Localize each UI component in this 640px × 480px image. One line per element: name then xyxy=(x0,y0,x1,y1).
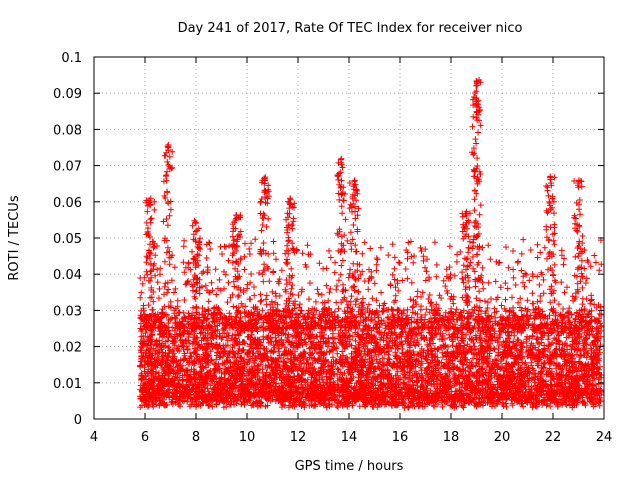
scatter-markers xyxy=(137,77,605,411)
x-tick-label: 20 xyxy=(494,430,511,445)
x-tick-label: 12 xyxy=(290,430,307,445)
axis-ticks xyxy=(93,56,605,420)
y-tick-label: 0.01 xyxy=(53,377,82,392)
y-tick-label: 0.06 xyxy=(53,196,82,211)
y-tick-label: 0.04 xyxy=(53,268,82,283)
x-axis-label: GPS time / hours xyxy=(295,459,404,474)
y-tick-label: 0.08 xyxy=(53,123,82,138)
y-tick-label: 0.07 xyxy=(53,160,82,175)
y-tick-label: 0.02 xyxy=(53,341,82,356)
y-tick-label: 0.1 xyxy=(61,51,82,66)
x-tick-label: 4 xyxy=(90,430,98,445)
y-tick-labels: 0 0.01 0.02 0.03 0.04 0.05 0.06 0.07 0.08 0.09 0.1 xyxy=(53,51,82,428)
x-tick-label: 18 xyxy=(443,430,460,445)
x-tick-label: 10 xyxy=(239,430,256,445)
chart-title: Day 241 of 2017, Rate Of TEC Index for r… xyxy=(178,21,523,36)
y-axis-label: ROTI / TECUs xyxy=(7,195,22,280)
x-tick-label: 16 xyxy=(392,430,409,445)
x-tick-label: 8 xyxy=(192,430,200,445)
x-tick-label: 24 xyxy=(596,430,613,445)
x-tick-labels: 4 6 8 10 12 14 16 18 20 22 24 xyxy=(90,430,612,445)
y-tick-label: 0 xyxy=(74,413,82,428)
data-points xyxy=(137,77,605,411)
y-tick-label: 0.05 xyxy=(53,232,82,247)
y-tick-label: 0.03 xyxy=(53,304,82,319)
x-tick-label: 6 xyxy=(141,430,149,445)
x-tick-label: 14 xyxy=(341,430,358,445)
y-tick-label: 0.09 xyxy=(53,87,82,102)
x-tick-label: 22 xyxy=(545,430,562,445)
